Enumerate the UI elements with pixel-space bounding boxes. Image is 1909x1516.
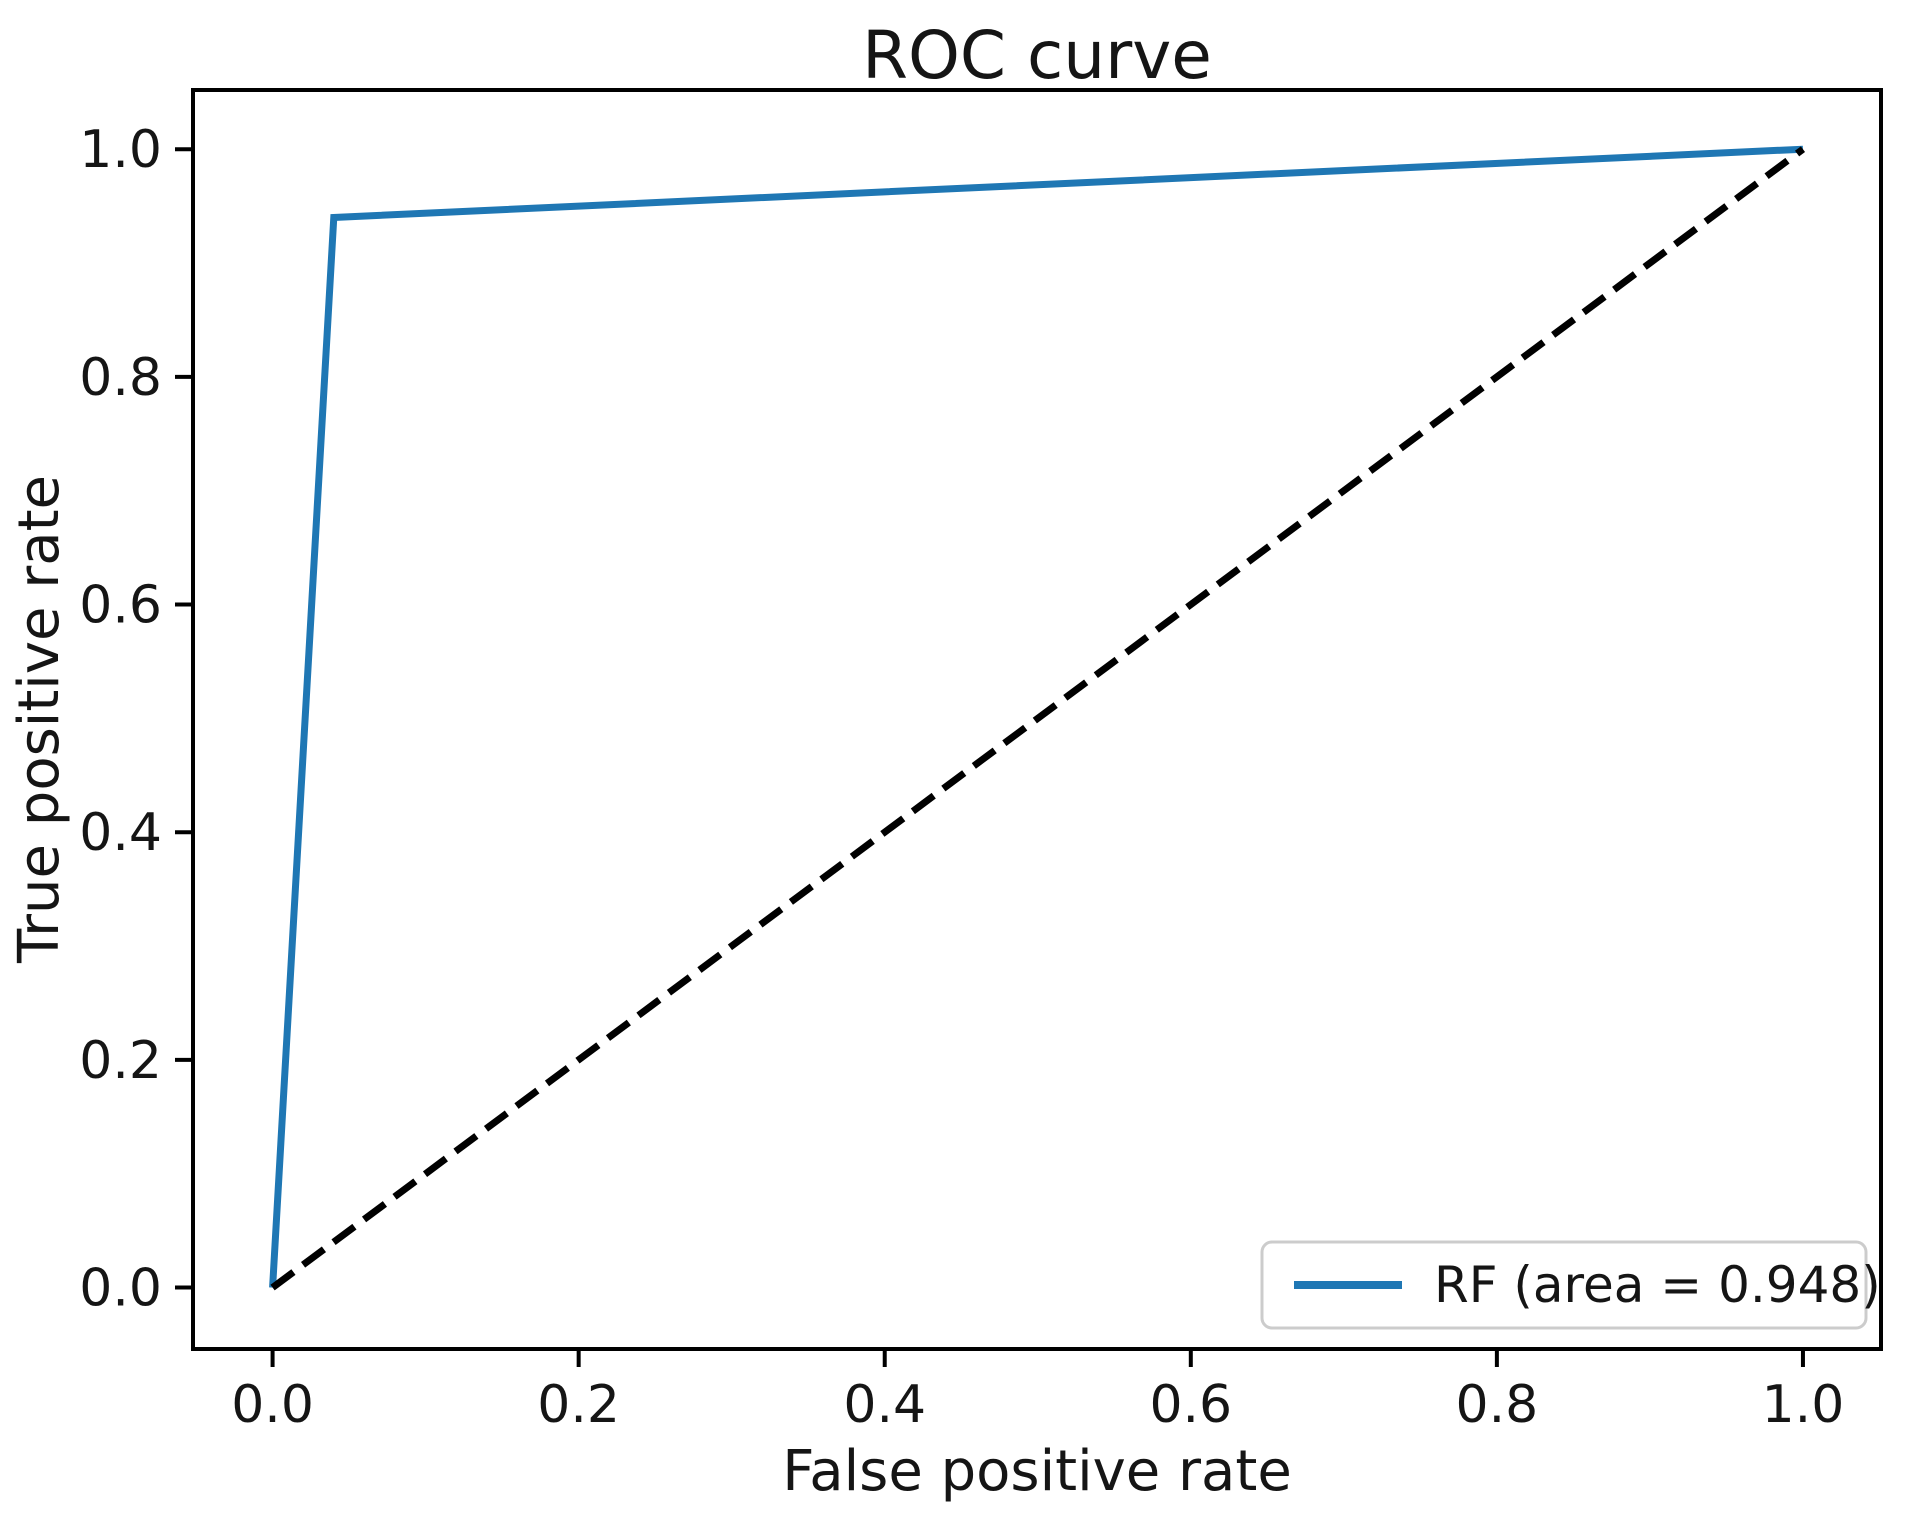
legend-entry-label: RF (area = 0.948): [1434, 1256, 1881, 1314]
y-axis-ticks-group: 0.0 0.2 0.4 0.6 0.8 1.0: [79, 120, 193, 1319]
y-tick-label: 0.0: [79, 1259, 162, 1319]
plot-lines-group: [269, 145, 1806, 1291]
x-tick-label: 0.4: [843, 1375, 926, 1435]
y-tick-label: 0.2: [79, 1031, 162, 1091]
x-axis-ticks-group: 0.0 0.2 0.4 0.6 0.8 1.0: [231, 1349, 1844, 1435]
y-tick-label: 0.6: [79, 576, 162, 636]
legend-frame: [1260, 1240, 1868, 1330]
x-axis-label: False positive rate: [782, 1439, 1292, 1504]
x-tick-label: 0.0: [231, 1375, 314, 1435]
y-axis-label: True positive rate: [7, 475, 72, 964]
axes-spines: [191, 88, 1883, 1351]
x-tick-label: 0.8: [1456, 1375, 1539, 1435]
y-tick-label: 0.8: [79, 348, 162, 408]
chart-title: ROC curve: [862, 17, 1212, 94]
legend: RF (area = 0.948): [1260, 1240, 1881, 1330]
x-tick-label: 0.6: [1149, 1375, 1232, 1435]
x-tick-label: 0.2: [537, 1375, 620, 1435]
series-line-RF: [269, 145, 1804, 1288]
y-tick-label: 0.4: [79, 803, 162, 863]
x-tick-label: 1.0: [1762, 1375, 1845, 1435]
series-line-chance-diagonal: [270, 146, 1806, 1291]
y-tick-label: 1.0: [79, 120, 162, 180]
